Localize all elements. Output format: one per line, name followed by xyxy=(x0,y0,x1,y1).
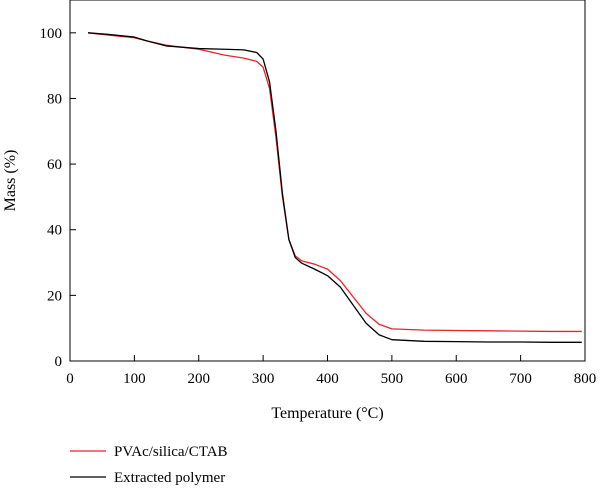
y-tick-label: 20 xyxy=(47,288,62,304)
y-tick-label: 40 xyxy=(47,223,62,239)
x-tick-label: 700 xyxy=(509,371,532,387)
x-tick-label: 100 xyxy=(123,371,146,387)
legend-label-extracted: Extracted polymer xyxy=(114,470,225,486)
y-tick-label: 80 xyxy=(47,91,62,107)
x-axis-title: Temperature (°C) xyxy=(271,405,383,422)
plot-area-frame xyxy=(69,0,586,362)
series-layer xyxy=(87,32,582,343)
y-tick-label: 60 xyxy=(47,157,62,173)
legend: PVAc/silica/CTAB Extracted polymer xyxy=(70,444,228,486)
series-line-pvac-silica-ctab xyxy=(87,32,582,333)
legend-label-pvac: PVAc/silica/CTAB xyxy=(114,444,228,460)
x-tick-label: 800 xyxy=(574,371,597,387)
x-tick-label: 600 xyxy=(445,371,468,387)
series-line-extracted-polymer xyxy=(87,32,582,343)
y-axis-title: Mass (%) xyxy=(2,150,19,212)
axis-ticks: 0 100 200 300 400 500 600 700 800 0 20 40 60 80 100 xyxy=(40,26,597,387)
x-tick-label: 500 xyxy=(381,371,404,387)
x-tick-label: 400 xyxy=(316,371,339,387)
x-tick-label: 0 xyxy=(66,371,74,387)
x-tick-label: 300 xyxy=(252,371,275,387)
y-tick-label: 100 xyxy=(40,26,63,42)
x-tick-label: 200 xyxy=(188,371,211,387)
y-tick-label: 0 xyxy=(55,354,63,370)
